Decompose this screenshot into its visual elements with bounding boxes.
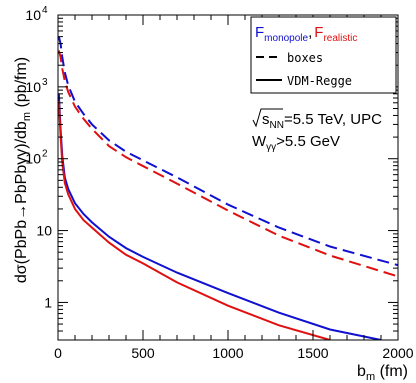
x-axis-title: bm (fm) bbox=[357, 363, 408, 383]
annotation-line2: Wγγ>5.5 GeV bbox=[252, 133, 340, 153]
annotation-line1: sNN=5.5 TeV, UPC bbox=[262, 111, 382, 131]
x-tick-label: 2000 bbox=[382, 345, 413, 361]
series-group bbox=[58, 36, 398, 340]
y-tick-label: 10 bbox=[36, 223, 52, 239]
sqrt-symbol bbox=[252, 108, 283, 128]
y-tick-label: 10 bbox=[25, 7, 41, 23]
series-line-3 bbox=[58, 100, 331, 340]
y-tick-label: 10 bbox=[25, 79, 41, 95]
x-tick-label: 500 bbox=[131, 345, 155, 361]
legend-title: Fmonopole, Frealistic bbox=[255, 24, 357, 44]
x-tick-label: 1500 bbox=[297, 345, 328, 361]
plot-frame bbox=[57, 14, 399, 341]
y-tick-label: 10 bbox=[25, 151, 41, 167]
y-tick-exponent: 4 bbox=[42, 5, 48, 16]
x-tick-labels: 0 500 1000 1500 2000 bbox=[54, 345, 414, 361]
legend-label-boxes: boxes bbox=[287, 51, 323, 65]
y-tick-label: 1 bbox=[44, 294, 52, 310]
annotation: sNN=5.5 TeV, UPC Wγγ>5.5 GeV bbox=[252, 108, 382, 153]
legend-label-vdm: VDM-Regge bbox=[287, 74, 352, 88]
x-tick-label: 0 bbox=[54, 345, 62, 361]
y-tick-exponent: 2 bbox=[42, 149, 48, 160]
x-tick-label: 1000 bbox=[212, 345, 243, 361]
legend: Fmonopole, Frealistic boxes VDM-Regge bbox=[250, 16, 397, 94]
series-line-1 bbox=[58, 50, 398, 278]
y-axis-title: dσ(PbPb→PbPbγγ)/dbm (pb/fm) bbox=[13, 57, 33, 283]
y-tick-exponent: 3 bbox=[42, 77, 48, 88]
series-line-0 bbox=[58, 36, 398, 267]
